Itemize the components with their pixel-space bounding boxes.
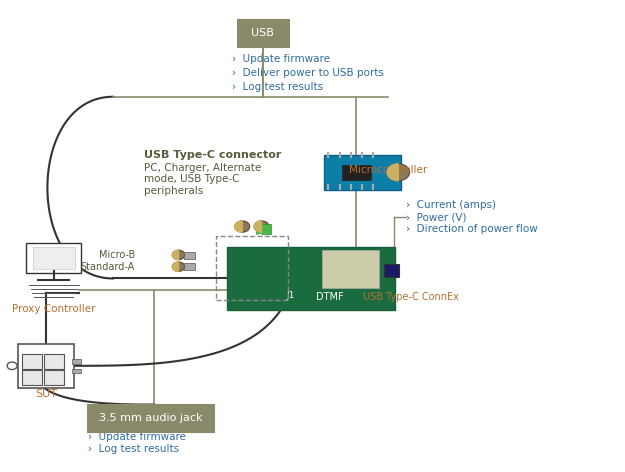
FancyBboxPatch shape	[44, 354, 64, 369]
Text: J3: J3	[256, 234, 264, 243]
Wedge shape	[173, 262, 179, 271]
Circle shape	[173, 250, 185, 260]
Text: ›  Log test results: › Log test results	[88, 444, 179, 455]
FancyBboxPatch shape	[87, 404, 214, 431]
FancyBboxPatch shape	[384, 264, 399, 277]
FancyBboxPatch shape	[184, 252, 195, 259]
Text: Microcontroller: Microcontroller	[349, 165, 427, 175]
FancyBboxPatch shape	[18, 344, 74, 388]
FancyBboxPatch shape	[72, 369, 81, 373]
Circle shape	[387, 164, 409, 181]
Text: ›  Log test results: › Log test results	[232, 82, 322, 93]
Text: J6: J6	[218, 250, 226, 260]
Text: ›  Deliver power to USB ports: › Deliver power to USB ports	[232, 68, 384, 78]
FancyBboxPatch shape	[228, 247, 395, 310]
Text: ›  Direction of power flow: › Direction of power flow	[406, 224, 538, 234]
FancyBboxPatch shape	[321, 250, 379, 288]
Text: ›  Current (amps): › Current (amps)	[406, 200, 496, 211]
Wedge shape	[235, 221, 242, 232]
FancyBboxPatch shape	[44, 370, 64, 385]
Wedge shape	[387, 164, 398, 181]
Circle shape	[7, 362, 17, 370]
Circle shape	[173, 262, 185, 271]
Text: USB: USB	[251, 28, 274, 38]
Text: Proxy Controller: Proxy Controller	[12, 304, 96, 314]
Text: USB Type-C connector: USB Type-C connector	[144, 151, 282, 160]
Text: 3.5 mm audio jack: 3.5 mm audio jack	[99, 413, 202, 423]
Text: DTMF: DTMF	[316, 292, 344, 303]
FancyBboxPatch shape	[184, 263, 195, 270]
FancyBboxPatch shape	[32, 247, 74, 269]
Circle shape	[254, 221, 269, 232]
FancyBboxPatch shape	[256, 224, 271, 234]
FancyBboxPatch shape	[22, 354, 42, 369]
Text: ›  Update firmware: › Update firmware	[88, 431, 186, 442]
FancyBboxPatch shape	[72, 359, 81, 364]
FancyBboxPatch shape	[237, 19, 289, 47]
Text: Standard-A: Standard-A	[81, 261, 135, 272]
Circle shape	[235, 221, 250, 232]
FancyBboxPatch shape	[22, 370, 42, 385]
Text: J2: J2	[237, 234, 245, 243]
Text: ›  Update firmware: › Update firmware	[232, 54, 329, 64]
FancyBboxPatch shape	[341, 165, 371, 180]
Text: Micro-B: Micro-B	[99, 250, 135, 260]
FancyBboxPatch shape	[26, 243, 81, 273]
Wedge shape	[254, 221, 262, 232]
Bar	[216, 236, 288, 300]
Wedge shape	[173, 250, 179, 260]
Text: PC, Charger, Alternate
mode, USB Type-C
peripherals: PC, Charger, Alternate mode, USB Type-C …	[144, 163, 261, 196]
Text: SUT: SUT	[35, 389, 57, 399]
FancyBboxPatch shape	[324, 155, 401, 190]
Text: J1: J1	[287, 290, 295, 300]
Text: ›  Power (V): › Power (V)	[406, 212, 467, 222]
Text: J4: J4	[218, 262, 226, 271]
Text: USB Type-C ConnEx: USB Type-C ConnEx	[362, 292, 459, 303]
